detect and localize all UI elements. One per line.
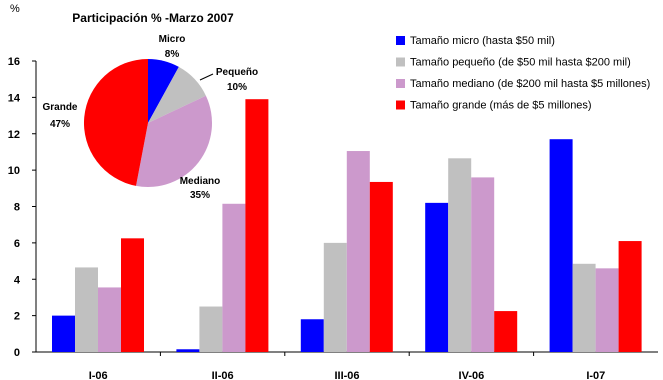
bar-2-II-06 — [199, 306, 223, 352]
x-tick-label: III-06 — [334, 370, 359, 380]
pie-pct-mediano: 35% — [190, 190, 210, 201]
pie-pct-micro: 8% — [165, 49, 180, 60]
pie-pct-pequeño: 10% — [227, 82, 247, 93]
pie-slice-pequeño — [148, 66, 206, 123]
legend-label: Tamaño grande (más de $5 millones) — [410, 100, 592, 112]
legend-label: Tamaño pequeño (de $50 mil hasta $200 mi… — [410, 57, 631, 69]
bar-2-I-07 — [572, 263, 596, 352]
x-tick-label: I-06 — [89, 370, 108, 380]
pie-layer: Participación % -Marzo 2007 Micro 8% Pequeñ… — [42, 11, 258, 201]
y-tick-label: 16 — [8, 56, 20, 68]
bar-2-I-06 — [75, 267, 98, 352]
bar-1-I-07 — [549, 139, 573, 352]
bar-1-I-06 — [52, 315, 75, 352]
pie-leader-line — [199, 73, 214, 81]
bar-2-IV-06 — [448, 158, 472, 352]
bar-3-IV-06 — [471, 177, 495, 352]
y-tick-label: 8 — [14, 202, 20, 214]
bar-4-III-06 — [369, 181, 393, 352]
y-tick-label: 12 — [8, 129, 20, 141]
bar-1-IV-06 — [425, 202, 449, 352]
y-tick-label: 14 — [8, 92, 21, 104]
pie-slice-mediano — [136, 95, 213, 188]
x-tick-label: I-07 — [586, 370, 605, 380]
legend-layer: Tamaño micro (hasta $50 mil) Tamaño peque… — [396, 35, 650, 112]
pie-label-micro: Micro — [159, 34, 186, 45]
legend-swatch — [396, 57, 405, 67]
bar-1-II-06 — [176, 349, 200, 352]
bar-3-I-06 — [98, 287, 121, 352]
legend-swatch — [396, 79, 405, 88]
y-tick-label: 10 — [8, 165, 20, 177]
pie-title: Participación % -Marzo 2007 — [72, 11, 234, 25]
y-tick-label: 2 — [14, 311, 20, 323]
y-tick-label: 4 — [14, 274, 21, 286]
pie-label-grande: Grande — [42, 102, 77, 113]
bar-3-I-07 — [595, 268, 619, 352]
bar-1-III-06 — [300, 319, 324, 352]
bar-4-IV-06 — [494, 311, 518, 352]
pie-label-mediano: Mediano — [180, 176, 221, 187]
legend-label: Tamaño micro (hasta $50 mil) — [410, 35, 555, 47]
y-axis-label: % — [10, 3, 20, 15]
bars-layer — [52, 99, 642, 352]
legend-label: Tamaño mediano (de $200 mil hasta $5 mil… — [410, 78, 650, 90]
x-tick-label: II-06 — [212, 370, 234, 380]
pie-label-pequeño: Pequeño — [216, 67, 258, 78]
bar-4-II-06 — [245, 99, 269, 352]
pie-slice-micro — [148, 59, 179, 123]
pie-slice-grande — [83, 59, 148, 186]
legend-swatch — [396, 36, 405, 45]
bar-4-I-06 — [121, 238, 144, 352]
bar-3-II-06 — [222, 203, 246, 352]
legend-swatch — [396, 100, 405, 110]
bar-3-III-06 — [346, 151, 370, 352]
y-tick-label: 6 — [14, 238, 20, 250]
pie-pct-grande: 47% — [50, 119, 70, 130]
x-tick-label: IV-06 — [459, 370, 485, 380]
bar-2-III-06 — [323, 242, 347, 352]
bar-4-I-07 — [618, 241, 642, 352]
y-tick-label: 0 — [14, 347, 20, 359]
